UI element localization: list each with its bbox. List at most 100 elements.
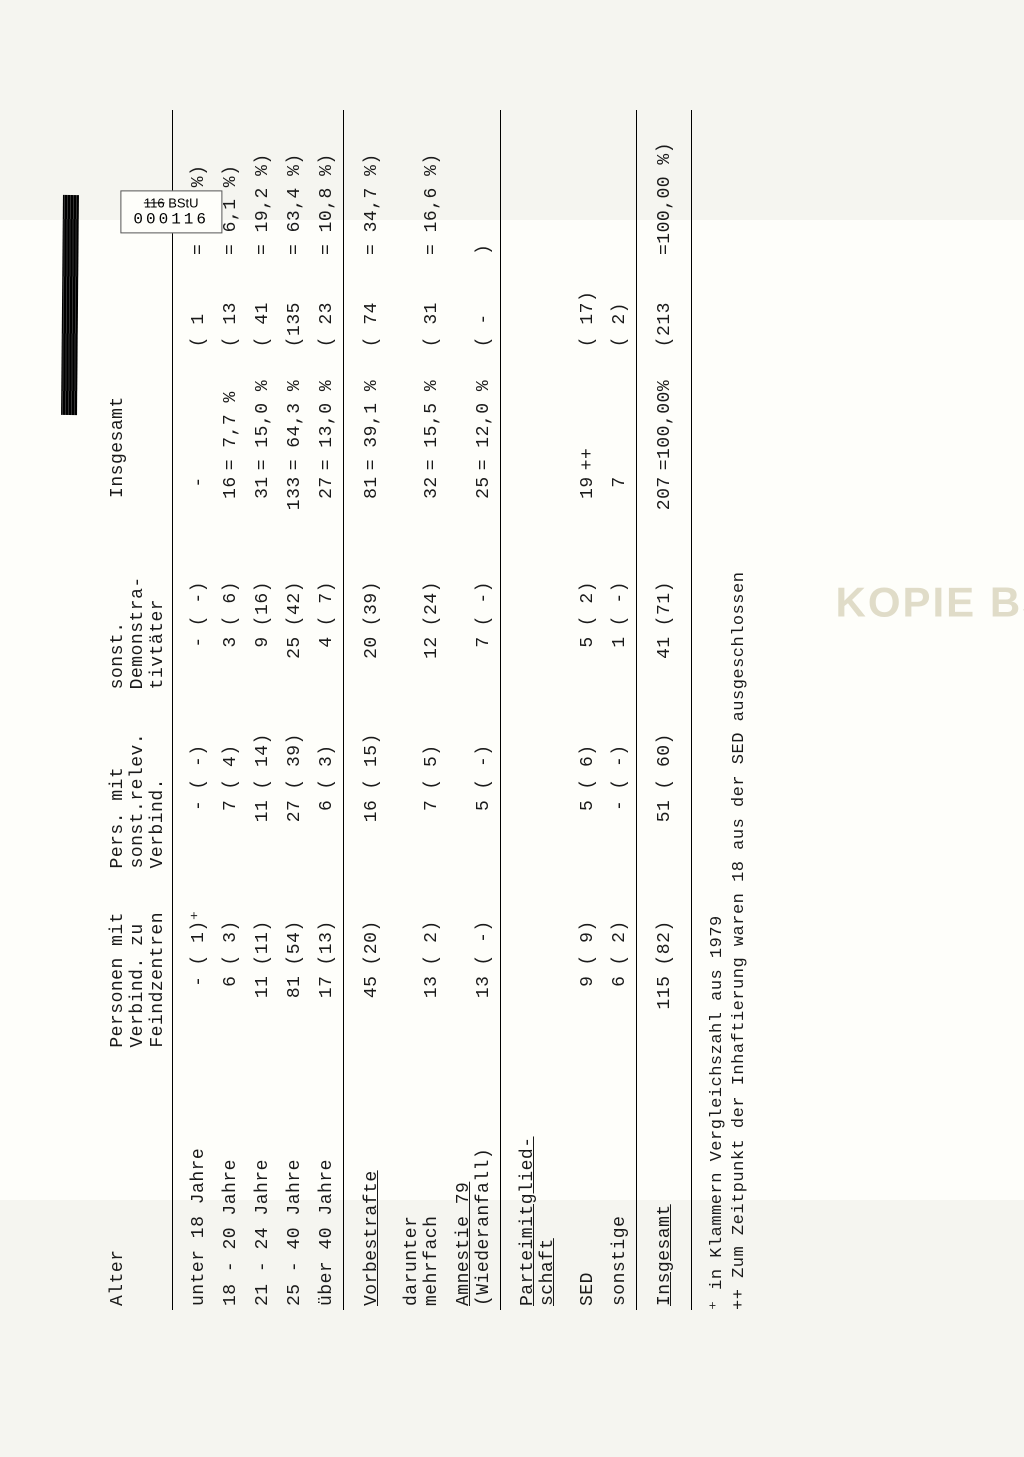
label-line: mehrfach (422, 1216, 442, 1306)
cell: (82) (641, 872, 681, 969)
cell: = 6,1 %) (215, 110, 247, 259)
stamp-number: 000116 (133, 210, 209, 228)
cell: 7 (604, 474, 637, 542)
cell: 25 - 40 Jahre (279, 1052, 311, 1310)
cell: sonstige (604, 1052, 637, 1310)
cell: = 15,5 % (388, 351, 448, 474)
cell: ( 74 (348, 259, 388, 351)
hdra1: Personen mit (108, 912, 128, 1048)
cell: ( 41 (247, 259, 279, 351)
hdrb2: sonst.relev. (128, 733, 148, 869)
cell: (24) (388, 542, 448, 630)
cell: SED (564, 1052, 604, 1310)
table-row: Amnestie 79 (Wiederanfall) 13 ( -) 5 ( -… (448, 110, 501, 1310)
cell: 25 (279, 630, 311, 693)
cell: ( 1)⁺ (173, 872, 216, 969)
cell: 17 (311, 970, 344, 1052)
cell: =100,00% (641, 351, 681, 474)
label-line: schaft (538, 1238, 558, 1306)
cell: 16 (215, 474, 247, 542)
cell: 81 (348, 474, 388, 542)
stamp-strikethrough: 116 (144, 195, 165, 210)
cell: (71) (641, 542, 681, 630)
cell: (135 (279, 259, 311, 351)
cell: ( -) (448, 542, 501, 630)
cell: ( -) (604, 542, 637, 630)
cell: ( 6) (215, 542, 247, 630)
cell: = 13,0 % (311, 351, 344, 474)
data-table: Alter Personen mit Verbind. zu Feindzent… (102, 110, 681, 1310)
hdra3: Feindzentren (148, 912, 168, 1048)
cell: 27 (279, 794, 311, 873)
cell: ( 2) (564, 542, 604, 630)
footnote-2: ++ Zum Zeitpunkt der Inhaftierung waren … (730, 110, 749, 1310)
cell: (54) (279, 872, 311, 969)
hdrd: Insgesamt (108, 396, 128, 498)
cell: ( 6) (564, 693, 604, 793)
watermark-kopie: KOPIE BStU (835, 579, 1024, 627)
header-col-a: Personen mit Verbind. zu Feindzentren (102, 872, 173, 1051)
table-row: Vorbestrafte 45 (20) 16 ( 15) 20 (39) 81… (348, 110, 388, 1310)
cell: ( 2) (604, 259, 637, 351)
cell: 27 (311, 474, 344, 542)
cell: ( 7) (311, 542, 344, 630)
cell: ( 2) (604, 872, 637, 969)
cell: 81 (279, 970, 311, 1052)
cell: 6 (311, 794, 344, 873)
cell: =100,00 %) (641, 110, 681, 259)
cell: = 15,0 % (247, 351, 279, 474)
header-alter-text: Alter (108, 1249, 128, 1306)
label-line: Amnestie 79 (454, 1182, 474, 1306)
cell: ( 1 (173, 259, 216, 351)
cell: ( 60) (641, 693, 681, 793)
cell: ( 2) (388, 872, 448, 969)
hdrb3: Verbind. (148, 778, 168, 868)
cell: ( 4) (215, 693, 247, 793)
cell: = 19,2 %) (247, 110, 279, 259)
header-col-b: Pers. mit sonst.relev. Verbind. (102, 693, 173, 872)
cell: - (604, 794, 637, 873)
footnotes: ⁺ in Klammern Vergleichszahl aus 1979 ++… (700, 110, 749, 1310)
cell: 45 (348, 970, 388, 1052)
cell: über 40 Jahre (311, 1052, 344, 1310)
cell: ( 13 (215, 259, 247, 351)
cell: = 39,1 % (348, 351, 388, 474)
section-header-partei: Parteimitglied- schaft (504, 110, 564, 1310)
cell: ( 17) (564, 259, 604, 351)
header-alter: Alter (102, 1052, 173, 1310)
cell: ( 31 (388, 259, 448, 351)
total-label: Insgesamt (641, 1052, 681, 1310)
table-row: Parteimitglied- schaft (504, 110, 564, 1310)
cell: 16 (348, 794, 388, 873)
cell: 5 (448, 794, 501, 873)
cell: 7 (388, 794, 448, 873)
cell: ( -) (604, 693, 637, 793)
cell: 32 (388, 474, 448, 542)
cell: 25 (448, 474, 501, 542)
table-row: SED 9 ( 9) 5 ( 6) 5 ( 2) 19 ++ ( 17) (564, 110, 604, 1310)
cell: 19 (564, 474, 604, 542)
cell: (213 (641, 259, 681, 351)
footnote-rule (691, 110, 692, 1310)
cell: 1 (604, 630, 637, 693)
cell: (16) (247, 542, 279, 630)
table-row: 21 - 24 Jahre 11 (11) 11 ( 14) 9 (16) 31… (247, 110, 279, 1310)
cell: = 7,7 % (215, 351, 247, 474)
cell: 3 (215, 630, 247, 693)
cell: 207 (641, 474, 681, 542)
table-row: 18 - 20 Jahre 6 ( 3) 7 ( 4) 3 ( 6) 16 = … (215, 110, 247, 1310)
cell: (39) (348, 542, 388, 630)
cell: 41 (641, 630, 681, 693)
label-line: (Wiederanfall) (474, 1148, 494, 1306)
cell: 7 (215, 794, 247, 873)
header-col-d: Insgesamt (102, 110, 173, 542)
cell (173, 351, 216, 474)
cell-label-multi: darunter mehrfach (388, 1052, 448, 1310)
cell: = 64,3 % (279, 351, 311, 474)
cell: = 34,7 %) (348, 110, 388, 259)
content: Alter Personen mit Verbind. zu Feindzent… (72, 70, 952, 1350)
cell: 11 (247, 970, 279, 1052)
cell: 9 (564, 970, 604, 1052)
label-line: Parteimitglied- (518, 1136, 538, 1306)
cell: = 10,8 %) (311, 110, 344, 259)
